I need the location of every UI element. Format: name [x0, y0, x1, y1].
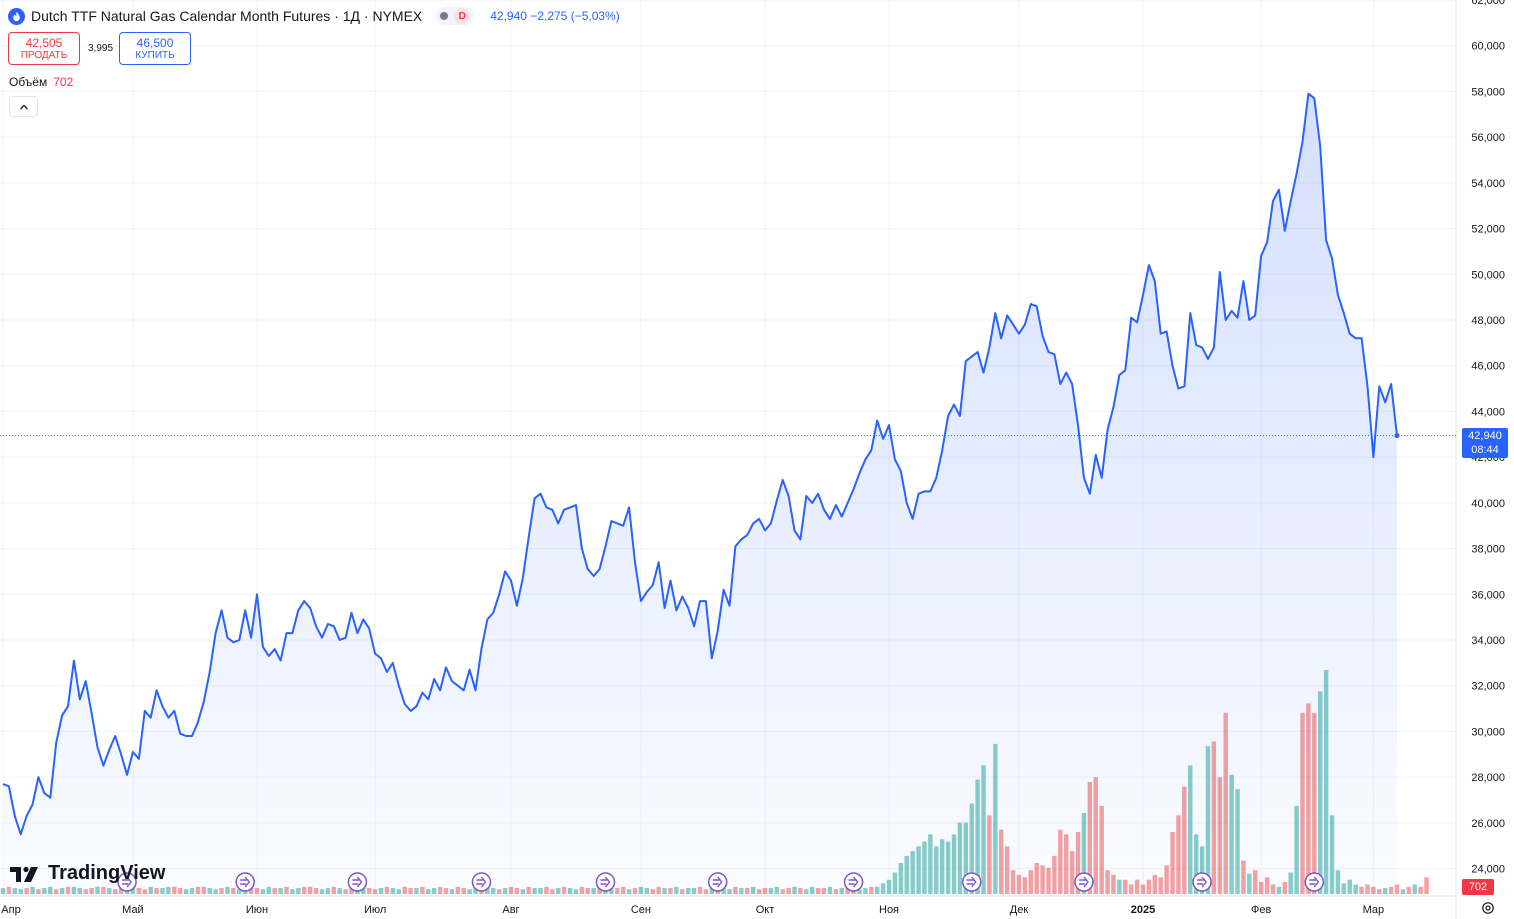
buy-button[interactable]: 46,500 КУПИТЬ [119, 32, 192, 65]
buy-price: 46,500 [136, 35, 174, 50]
volume-bar [1418, 886, 1423, 894]
rollover-event-icon[interactable] [117, 872, 137, 892]
volume-legend[interactable]: Объём 702 [9, 75, 73, 89]
y-tick-label: 60,000 [1471, 41, 1505, 53]
volume-bar [1412, 884, 1417, 894]
gear-icon[interactable] [1480, 900, 1496, 916]
rollover-event-icon[interactable] [471, 872, 492, 892]
rollover-event-icon[interactable] [1074, 872, 1094, 892]
rollover-event-icon[interactable] [707, 872, 728, 892]
x-tick-label: Апр [1, 904, 20, 916]
sell-label: ПРОДАТЬ [20, 49, 68, 61]
trade-panel: 42,505 ПРОДАТЬ 3,995 46,500 КУПИТЬ [8, 32, 192, 65]
price-line [2, 92, 1398, 836]
collapse-legend-button[interactable] [9, 96, 38, 117]
spread-value: 3,995 [88, 43, 114, 54]
volume-bar [1406, 886, 1412, 894]
x-tick-label: Мар [1363, 904, 1385, 916]
x-tick-label: Июн [246, 904, 268, 916]
y-tick-label: 56,000 [1471, 132, 1505, 144]
y-tick-label: 62,000 [1471, 0, 1505, 7]
y-tick-label: 46,000 [1471, 361, 1505, 373]
y-tick-label: 48,000 [1471, 315, 1505, 327]
last-price-label: 42,940 08:44 [1462, 427, 1508, 458]
symbol-title[interactable]: Dutch TTF Natural Gas Calendar Month Fut… [31, 8, 423, 24]
y-tick-label: 32,000 [1471, 681, 1505, 693]
y-tick-label: 28,000 [1471, 772, 1505, 784]
y-tick-label: 26,000 [1471, 818, 1505, 830]
chevron-up-icon [19, 104, 28, 109]
y-tick-label: 50,000 [1471, 269, 1505, 281]
y-tick-label: 52,000 [1471, 224, 1505, 236]
rollover-event-icon[interactable] [1304, 872, 1325, 892]
x-tick-label: Сен [631, 904, 651, 916]
x-tick-label: Май [122, 904, 144, 916]
x-tick-label: Окт [756, 904, 775, 916]
quote-summary: 42,940 −2,275 (−5,03%) [490, 9, 619, 23]
volume-legend-label: Объём [9, 75, 48, 89]
x-tick-label: Фев [1251, 904, 1271, 916]
y-tick-label: 54,000 [1471, 178, 1505, 190]
x-tick-label: Июл [364, 904, 386, 916]
symbol-header: Dutch TTF Natural Gas Calendar Month Fut… [8, 6, 620, 26]
rollover-event-icon[interactable] [961, 872, 982, 892]
y-tick-label: 58,000 [1471, 86, 1505, 98]
bar-countdown: 08:44 [1471, 443, 1499, 456]
rollover-event-icon[interactable] [1192, 872, 1212, 892]
market-status-badge: D [454, 8, 471, 24]
y-tick-label: 36,000 [1471, 589, 1505, 601]
x-tick-label: 2025 [1131, 904, 1155, 916]
volume-bar [0, 888, 6, 894]
tradingview-mark-icon [10, 866, 38, 882]
y-tick-label: 30,000 [1471, 726, 1505, 738]
market-status-dot-icon [440, 12, 449, 20]
volume-axis-label: 702 [1462, 879, 1494, 895]
sell-price: 42,505 [25, 35, 63, 50]
price-area-fill [3, 93, 1397, 896]
x-tick-label: Ноя [879, 904, 899, 916]
volume-bar [1400, 889, 1406, 894]
x-tick-label: Дек [1010, 904, 1029, 916]
rollover-event-icon[interactable] [347, 872, 368, 892]
rollover-event-icon[interactable] [595, 872, 616, 892]
rollover-event-icon[interactable] [235, 872, 255, 892]
y-tick-label: 40,000 [1471, 498, 1505, 510]
last-price-point [1394, 433, 1400, 439]
volume-bar [1424, 877, 1429, 894]
volume-legend-value: 702 [53, 75, 74, 89]
rollover-event-icon[interactable] [843, 872, 864, 892]
price-change-pct: (−5,03%) [570, 9, 620, 23]
market-status[interactable]: D [436, 7, 475, 25]
last-price: 42,940 [490, 9, 527, 23]
sell-button[interactable]: 42,505 ПРОДАТЬ [8, 32, 80, 65]
price-change: −2,275 [530, 9, 568, 23]
y-tick-label: 44,000 [1471, 406, 1505, 418]
y-tick-label: 24,000 [1471, 864, 1505, 876]
x-tick-label: Авг [502, 904, 519, 916]
y-tick-label: 34,000 [1471, 635, 1505, 647]
tradingview-wordmark: TradingView [48, 862, 166, 884]
tradingview-logo[interactable]: TradingView [10, 862, 165, 885]
buy-label: КУПИТЬ [135, 49, 175, 61]
y-tick-label: 38,000 [1471, 544, 1505, 556]
flame-icon [8, 7, 25, 25]
last-price-label-value: 42,940 [1468, 429, 1502, 442]
